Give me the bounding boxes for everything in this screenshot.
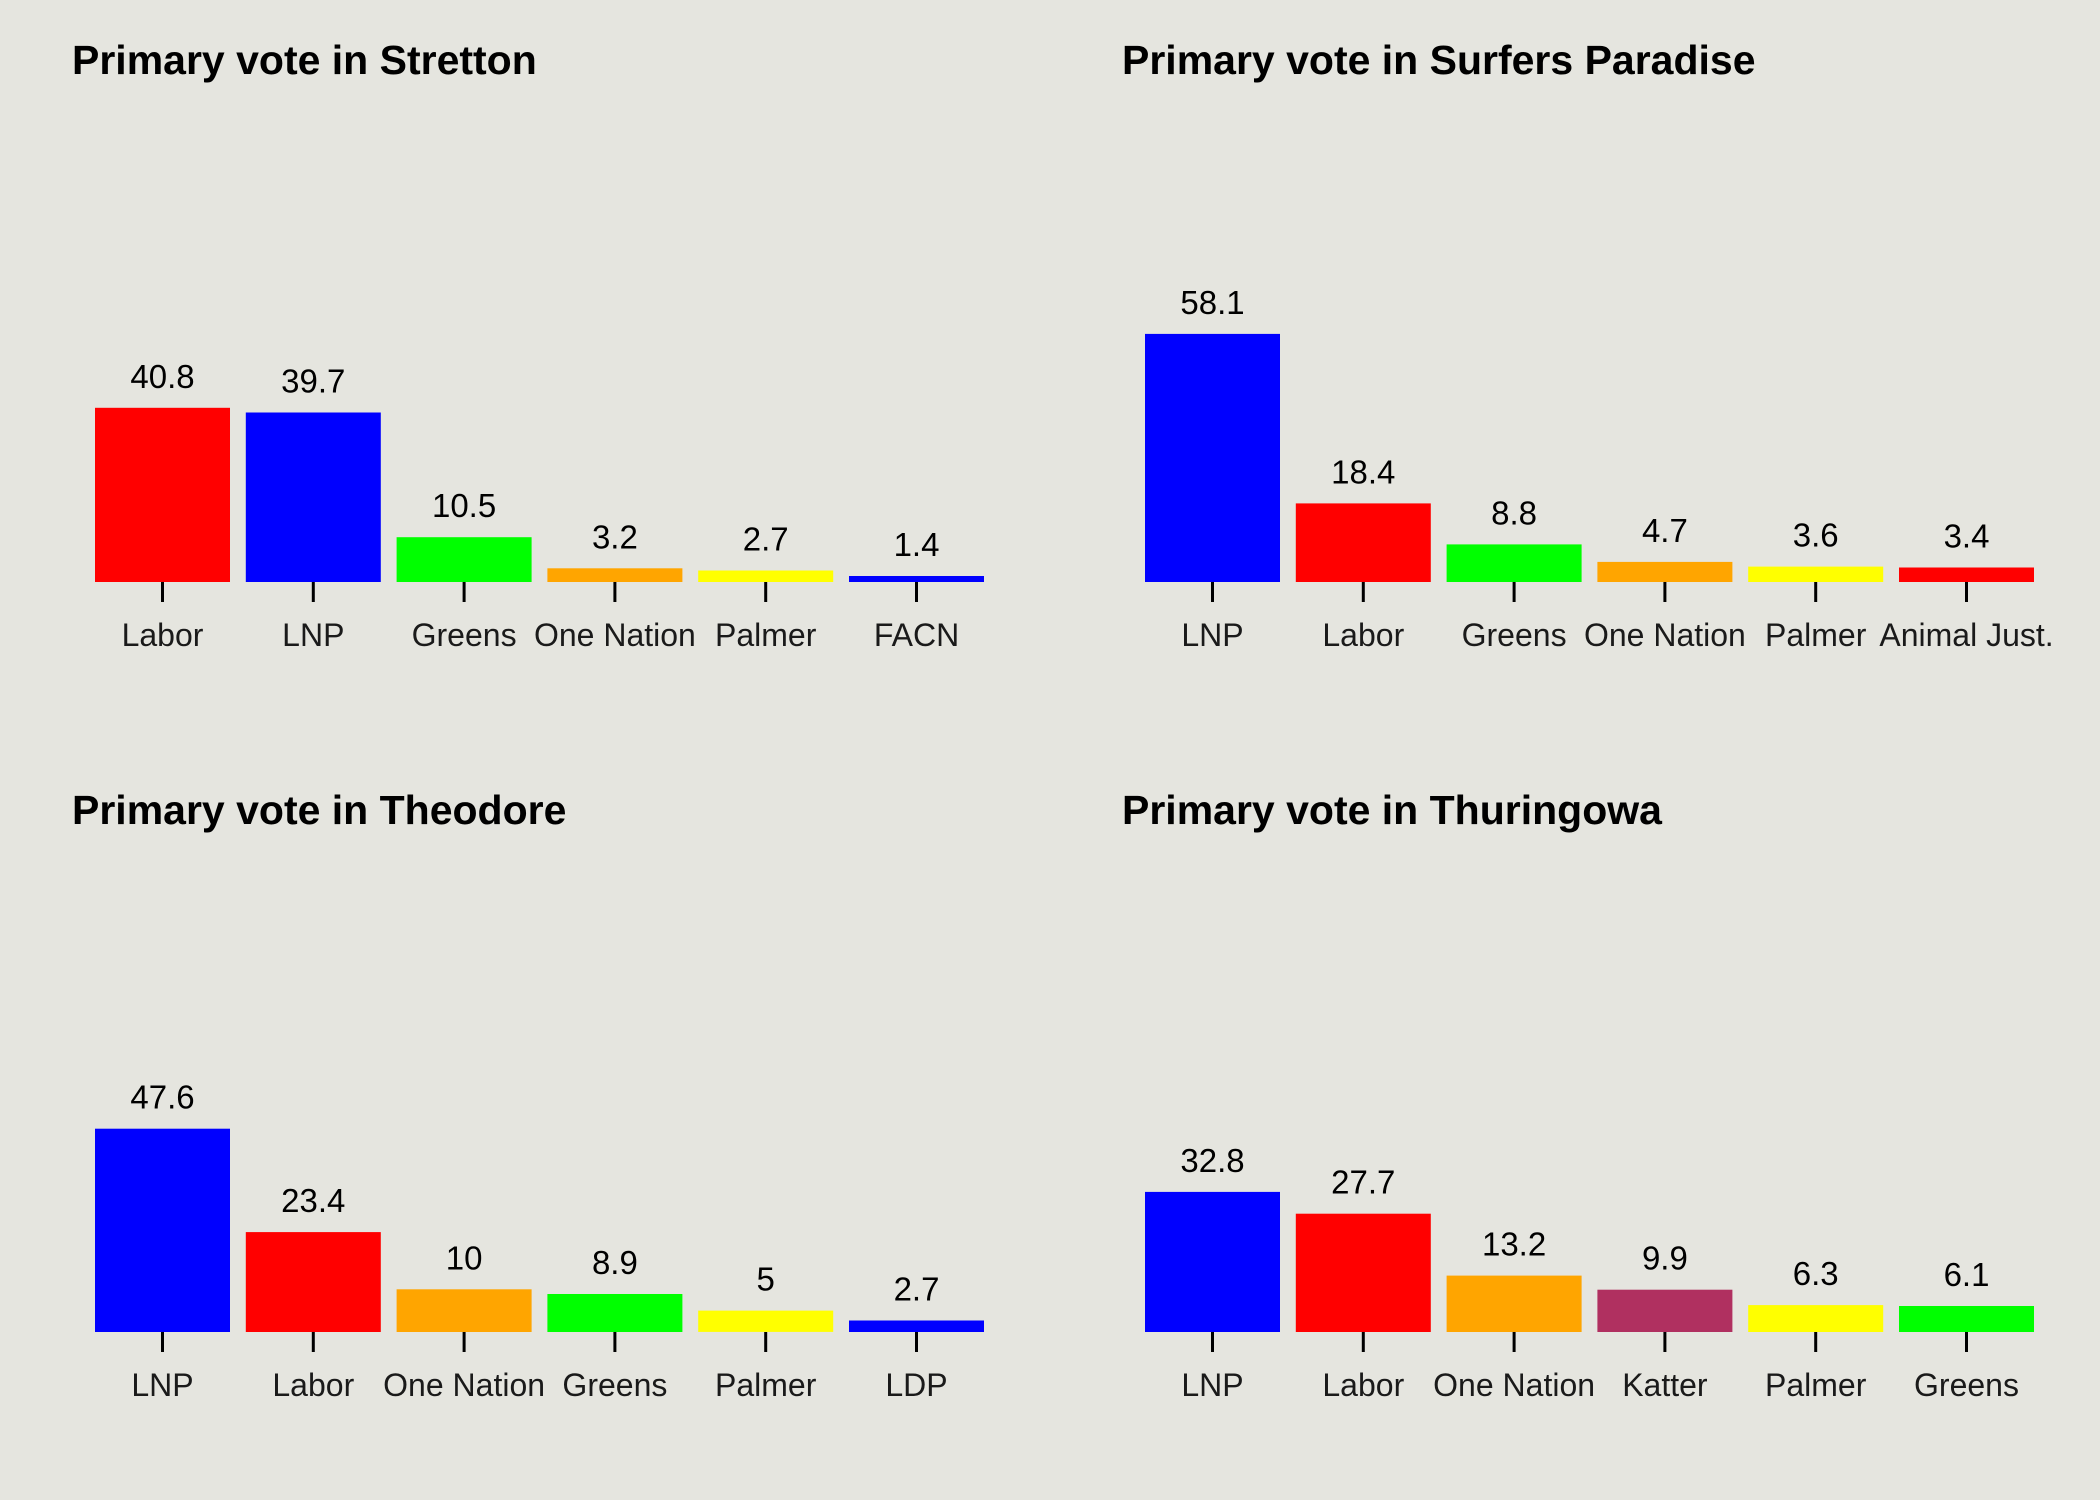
data-label-labor: 40.8 — [130, 358, 194, 395]
bar-palmer — [698, 1310, 834, 1332]
x-tick-label-lnp: LNP — [131, 1367, 193, 1403]
data-label-lnp: 47.6 — [130, 1079, 194, 1116]
bar-chart-stretton: 40.8 Labor 39.7 LNP 10.5 Greens 3.2 One Nation 2… — [95, 358, 984, 653]
x-tick-label-lnp: LNP — [1181, 1367, 1243, 1403]
data-label-greens: 6.1 — [1944, 1256, 1990, 1293]
x-tick-label-lnp: LNP — [1181, 617, 1243, 653]
bar-palmer — [1748, 1305, 1884, 1332]
data-label-ldp: 2.7 — [894, 1271, 940, 1308]
data-label-facn: 1.4 — [894, 526, 940, 563]
bar-labor — [245, 1232, 381, 1332]
bar-palmer — [698, 570, 834, 582]
bar-chart-thuringowa: 32.8 LNP 27.7 Labor 13.2 One Nation 9.9 Katter 6… — [1145, 1142, 2034, 1403]
data-label-one-nation: 13.2 — [1482, 1226, 1546, 1263]
bar-lnp — [1145, 333, 1280, 582]
x-tick-label-greens: Greens — [412, 617, 517, 653]
data-label-labor: 18.4 — [1331, 453, 1395, 490]
chart-panel-theodore: Primary vote in Theodore 47.6 LNP 23.4 Labo… — [0, 750, 1050, 1500]
chart-title: Primary vote in Stretton — [72, 37, 537, 83]
bar-palmer — [1748, 566, 1884, 582]
data-label-labor: 27.7 — [1331, 1164, 1395, 1201]
x-tick-label-lnp: LNP — [282, 617, 344, 653]
chart-title: Primary vote in Surfers Paradise — [1122, 37, 1756, 83]
bar-greens — [1446, 544, 1582, 582]
x-tick-label-ldp: LDP — [885, 1367, 947, 1403]
x-tick-label-one-nation: One Nation — [1584, 617, 1746, 653]
data-label-animal-just: 3.4 — [1944, 518, 1990, 555]
data-label-palmer: 3.6 — [1793, 517, 1839, 554]
data-label-one-nation: 4.7 — [1642, 512, 1688, 549]
x-tick-label-one-nation: One Nation — [1433, 1367, 1595, 1403]
bar-ldp — [849, 1320, 984, 1332]
bar-one-nation — [547, 568, 683, 582]
bar-one-nation — [1597, 561, 1733, 582]
bar-facn — [849, 576, 984, 582]
bar-one-nation — [396, 1289, 532, 1332]
bar-chart-surfers-paradise: 58.1 LNP 18.4 Labor 8.8 Greens 4.7 One Nation 3.… — [1145, 284, 2054, 653]
data-label-lnp: 39.7 — [281, 363, 345, 400]
bar-lnp — [1145, 1191, 1280, 1332]
x-tick-label-one-nation: One Nation — [534, 617, 696, 653]
x-tick-label-greens: Greens — [1462, 617, 1567, 653]
data-label-greens: 8.9 — [592, 1244, 638, 1281]
x-tick-label-labor: Labor — [1322, 1367, 1404, 1403]
data-label-lnp: 32.8 — [1180, 1142, 1244, 1179]
x-tick-label-labor: Labor — [1322, 617, 1404, 653]
x-tick-label-facn: FACN — [874, 617, 959, 653]
x-tick-label-one-nation: One Nation — [383, 1367, 545, 1403]
x-tick-label-labor: Labor — [272, 1367, 354, 1403]
data-label-lnp: 58.1 — [1180, 284, 1244, 321]
bar-labor — [1295, 503, 1431, 582]
data-label-labor: 23.4 — [281, 1182, 345, 1219]
x-tick-label-palmer: Palmer — [1765, 617, 1867, 653]
data-label-palmer: 2.7 — [743, 521, 789, 558]
x-tick-label-palmer: Palmer — [715, 617, 817, 653]
bar-lnp — [95, 1128, 230, 1332]
bar-one-nation — [1446, 1275, 1582, 1332]
bar-animal-just — [1899, 567, 2034, 582]
x-tick-label-greens: Greens — [1914, 1367, 2019, 1403]
x-tick-label-animal-just: Animal Just. — [1879, 617, 2053, 653]
x-tick-label-katter: Katter — [1622, 1367, 1708, 1403]
bar-lnp — [245, 412, 381, 582]
data-label-one-nation: 3.2 — [592, 518, 638, 555]
data-label-katter: 9.9 — [1642, 1240, 1688, 1277]
bar-greens — [396, 537, 532, 582]
x-tick-label-greens: Greens — [562, 1367, 667, 1403]
chart-panel-surfers-paradise: Primary vote in Surfers Paradise 58.1 LNP… — [1050, 0, 2100, 750]
bar-greens — [1899, 1306, 2034, 1332]
x-tick-label-palmer: Palmer — [1765, 1367, 1867, 1403]
bar-labor — [95, 407, 230, 582]
data-label-palmer: 5 — [757, 1261, 775, 1298]
data-label-greens: 8.8 — [1491, 494, 1537, 531]
x-tick-label-palmer: Palmer — [715, 1367, 817, 1403]
x-tick-label-labor: Labor — [122, 617, 204, 653]
bar-labor — [1295, 1213, 1431, 1332]
bar-chart-theodore: 47.6 LNP 23.4 Labor 10 One Nation 8.9 Greens 5 Pa… — [95, 1079, 984, 1403]
data-label-palmer: 6.3 — [1793, 1255, 1839, 1292]
bar-greens — [547, 1294, 683, 1332]
bar-katter — [1597, 1289, 1733, 1332]
data-label-one-nation: 10 — [446, 1239, 483, 1276]
chart-title: Primary vote in Thuringowa — [1122, 787, 1662, 833]
chart-panel-stretton: Primary vote in Stretton 40.8 Labor 39.7 LN… — [0, 0, 1050, 750]
chart-panel-thuringowa: Primary vote in Thuringowa 32.8 LNP 27.7 La… — [1050, 750, 2100, 1500]
chart-title: Primary vote in Theodore — [72, 787, 567, 833]
data-label-greens: 10.5 — [432, 487, 496, 524]
